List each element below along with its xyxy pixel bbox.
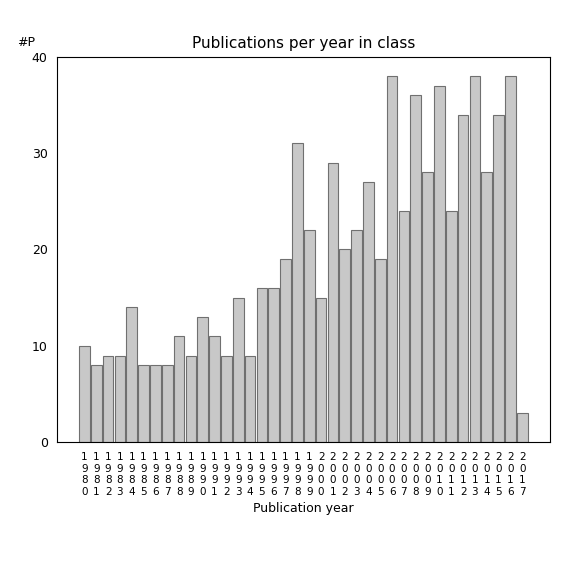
- Bar: [185, 356, 196, 442]
- Bar: [446, 211, 456, 442]
- Bar: [434, 86, 445, 442]
- Bar: [174, 336, 184, 442]
- Bar: [316, 298, 327, 442]
- Bar: [79, 346, 90, 442]
- Bar: [493, 115, 504, 442]
- Bar: [150, 365, 161, 442]
- Bar: [375, 259, 386, 442]
- Bar: [422, 172, 433, 442]
- Bar: [197, 317, 208, 442]
- Bar: [458, 115, 468, 442]
- X-axis label: Publication year: Publication year: [253, 502, 354, 515]
- Bar: [340, 249, 350, 442]
- Text: #P: #P: [17, 36, 35, 49]
- Bar: [245, 356, 255, 442]
- Bar: [304, 230, 315, 442]
- Bar: [517, 413, 527, 442]
- Bar: [399, 211, 409, 442]
- Bar: [126, 307, 137, 442]
- Bar: [328, 163, 338, 442]
- Bar: [363, 182, 374, 442]
- Bar: [292, 143, 303, 442]
- Bar: [505, 76, 516, 442]
- Bar: [257, 288, 267, 442]
- Bar: [91, 365, 101, 442]
- Bar: [387, 76, 397, 442]
- Bar: [221, 356, 232, 442]
- Bar: [411, 95, 421, 442]
- Bar: [481, 172, 492, 442]
- Bar: [209, 336, 220, 442]
- Bar: [352, 230, 362, 442]
- Bar: [162, 365, 172, 442]
- Bar: [138, 365, 149, 442]
- Bar: [233, 298, 244, 442]
- Bar: [469, 76, 480, 442]
- Bar: [103, 356, 113, 442]
- Bar: [268, 288, 279, 442]
- Bar: [115, 356, 125, 442]
- Title: Publications per year in class: Publications per year in class: [192, 36, 415, 52]
- Bar: [280, 259, 291, 442]
